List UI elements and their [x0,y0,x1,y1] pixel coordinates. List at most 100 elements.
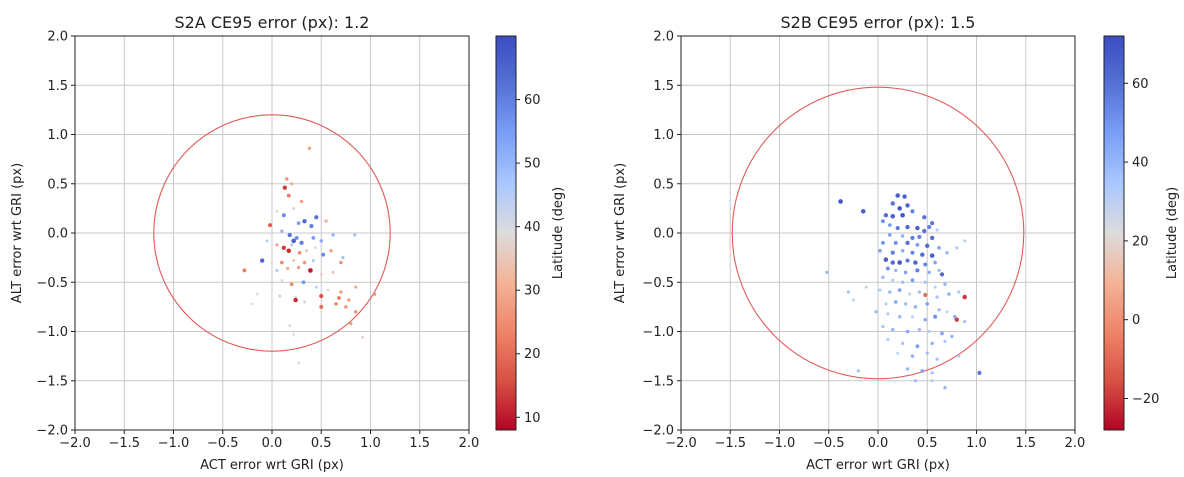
scatter-point [321,252,326,257]
scatter-point [275,243,279,247]
scatter-point [900,234,905,238]
scatter-point [925,351,929,355]
scatter-point [856,369,860,373]
scatter-point [878,288,882,292]
scatter-point [905,329,910,334]
scatter-point [930,235,935,241]
scatter-point [886,312,890,316]
scatter-point [319,293,324,299]
scatter-point [334,302,338,306]
scatter-point [331,270,335,274]
scatter-point [935,228,939,232]
scatter-point [292,206,296,210]
scatter-point [286,248,292,253]
scatter-point [851,298,855,302]
colorbar-tick-label: 10 [524,411,541,426]
scatter-point [897,260,902,265]
scatter-point [296,221,301,226]
scatter-point [878,248,882,253]
scatter-point [297,250,302,255]
scatter-point [922,228,927,234]
scatter-point [893,240,898,245]
scatter-point [344,305,348,309]
x-tick-label: 1.5 [409,436,430,451]
scatter-point [888,290,892,294]
colorbar-tick-label: 40 [524,220,541,235]
scatter-point [930,371,934,375]
colorbar-ticks: −20 0 20 40 60 [1124,77,1159,407]
scatter-point [947,292,951,296]
scatter-point [289,282,294,287]
scatter-point [933,314,938,319]
scatter-point [292,333,296,336]
y-tick-label: 1.5 [653,79,674,94]
colorbar-tick-label: 60 [1132,77,1149,92]
scatter-point [881,324,885,329]
scatter-point [927,329,931,334]
scatter-point [930,379,934,383]
scatter-point [259,258,265,263]
x-axis-label: ACT error wrt GRI (px) [806,458,950,473]
ce95-circle [731,86,1025,380]
y-tick-label: 1.0 [47,128,68,143]
scatter-point [953,314,957,319]
scatter-point [883,213,889,218]
y-tick-label: −1.0 [642,325,674,340]
colorbar-tick-label: 0 [1132,313,1140,328]
y-tick-label: −2.0 [642,424,674,439]
scatter-point [925,243,930,248]
scatter-point [347,298,351,302]
scatter-point [291,238,296,244]
scatter-point [314,246,317,250]
scatter-point [935,357,939,361]
scatter-point [311,259,315,263]
grid [74,35,470,431]
scatter-point [930,221,935,226]
scatter-point [287,232,292,238]
y-axis-label: ALT error wrt GRI (px) [613,163,628,303]
scatter-point [319,304,324,309]
scatter-point [341,256,345,260]
scatter-point [301,280,306,285]
scatter-point [915,344,920,349]
scatter-point [319,272,323,276]
scatter-point [324,219,328,223]
scatter-point [267,223,273,228]
scatter-points [242,146,377,365]
scatter-point [950,334,954,339]
scatter-point [897,288,902,292]
scatter-points [825,193,982,390]
scatter-point [933,260,937,265]
ce95-circle [153,114,391,352]
y-tick-label: 2.0 [653,30,674,45]
scatter-point [908,292,912,296]
scatter-point [864,285,868,289]
chart-title: S2B CE95 error (px): 1.5 [781,13,976,32]
scatter-point [372,292,377,296]
scatter-point [297,361,300,365]
scatter-point [923,317,928,322]
scatter-panel-s2b: S2B CE95 error (px): 1.5 −2.0 −1.5 −1.0 −0.… [613,13,1180,473]
colorbar: 10 20 30 40 50 60 Latitude (deg) [495,35,566,431]
x-tick-label: 0.5 [917,436,938,451]
colorbar-tick-label: 50 [524,157,541,172]
scatter-point [894,268,898,273]
scatter-point [349,321,353,326]
scatter-point [930,341,934,346]
scatter-point [250,302,254,306]
scatter-point [299,240,304,245]
scatter-point [897,206,902,211]
scatter-point [929,253,935,258]
scatter-point [923,280,927,284]
scatter-point [337,296,341,300]
y-tick-label: −1.5 [36,374,68,389]
scatter-point [890,201,895,206]
scatter-point [294,295,297,299]
scatter-point [265,239,269,243]
scatter-point [937,268,941,273]
scatter-point [905,203,910,208]
scatter-point [920,369,925,373]
y-tick-label: −1.5 [642,374,674,389]
scatter-point [887,233,892,237]
scatter-point [307,146,312,150]
